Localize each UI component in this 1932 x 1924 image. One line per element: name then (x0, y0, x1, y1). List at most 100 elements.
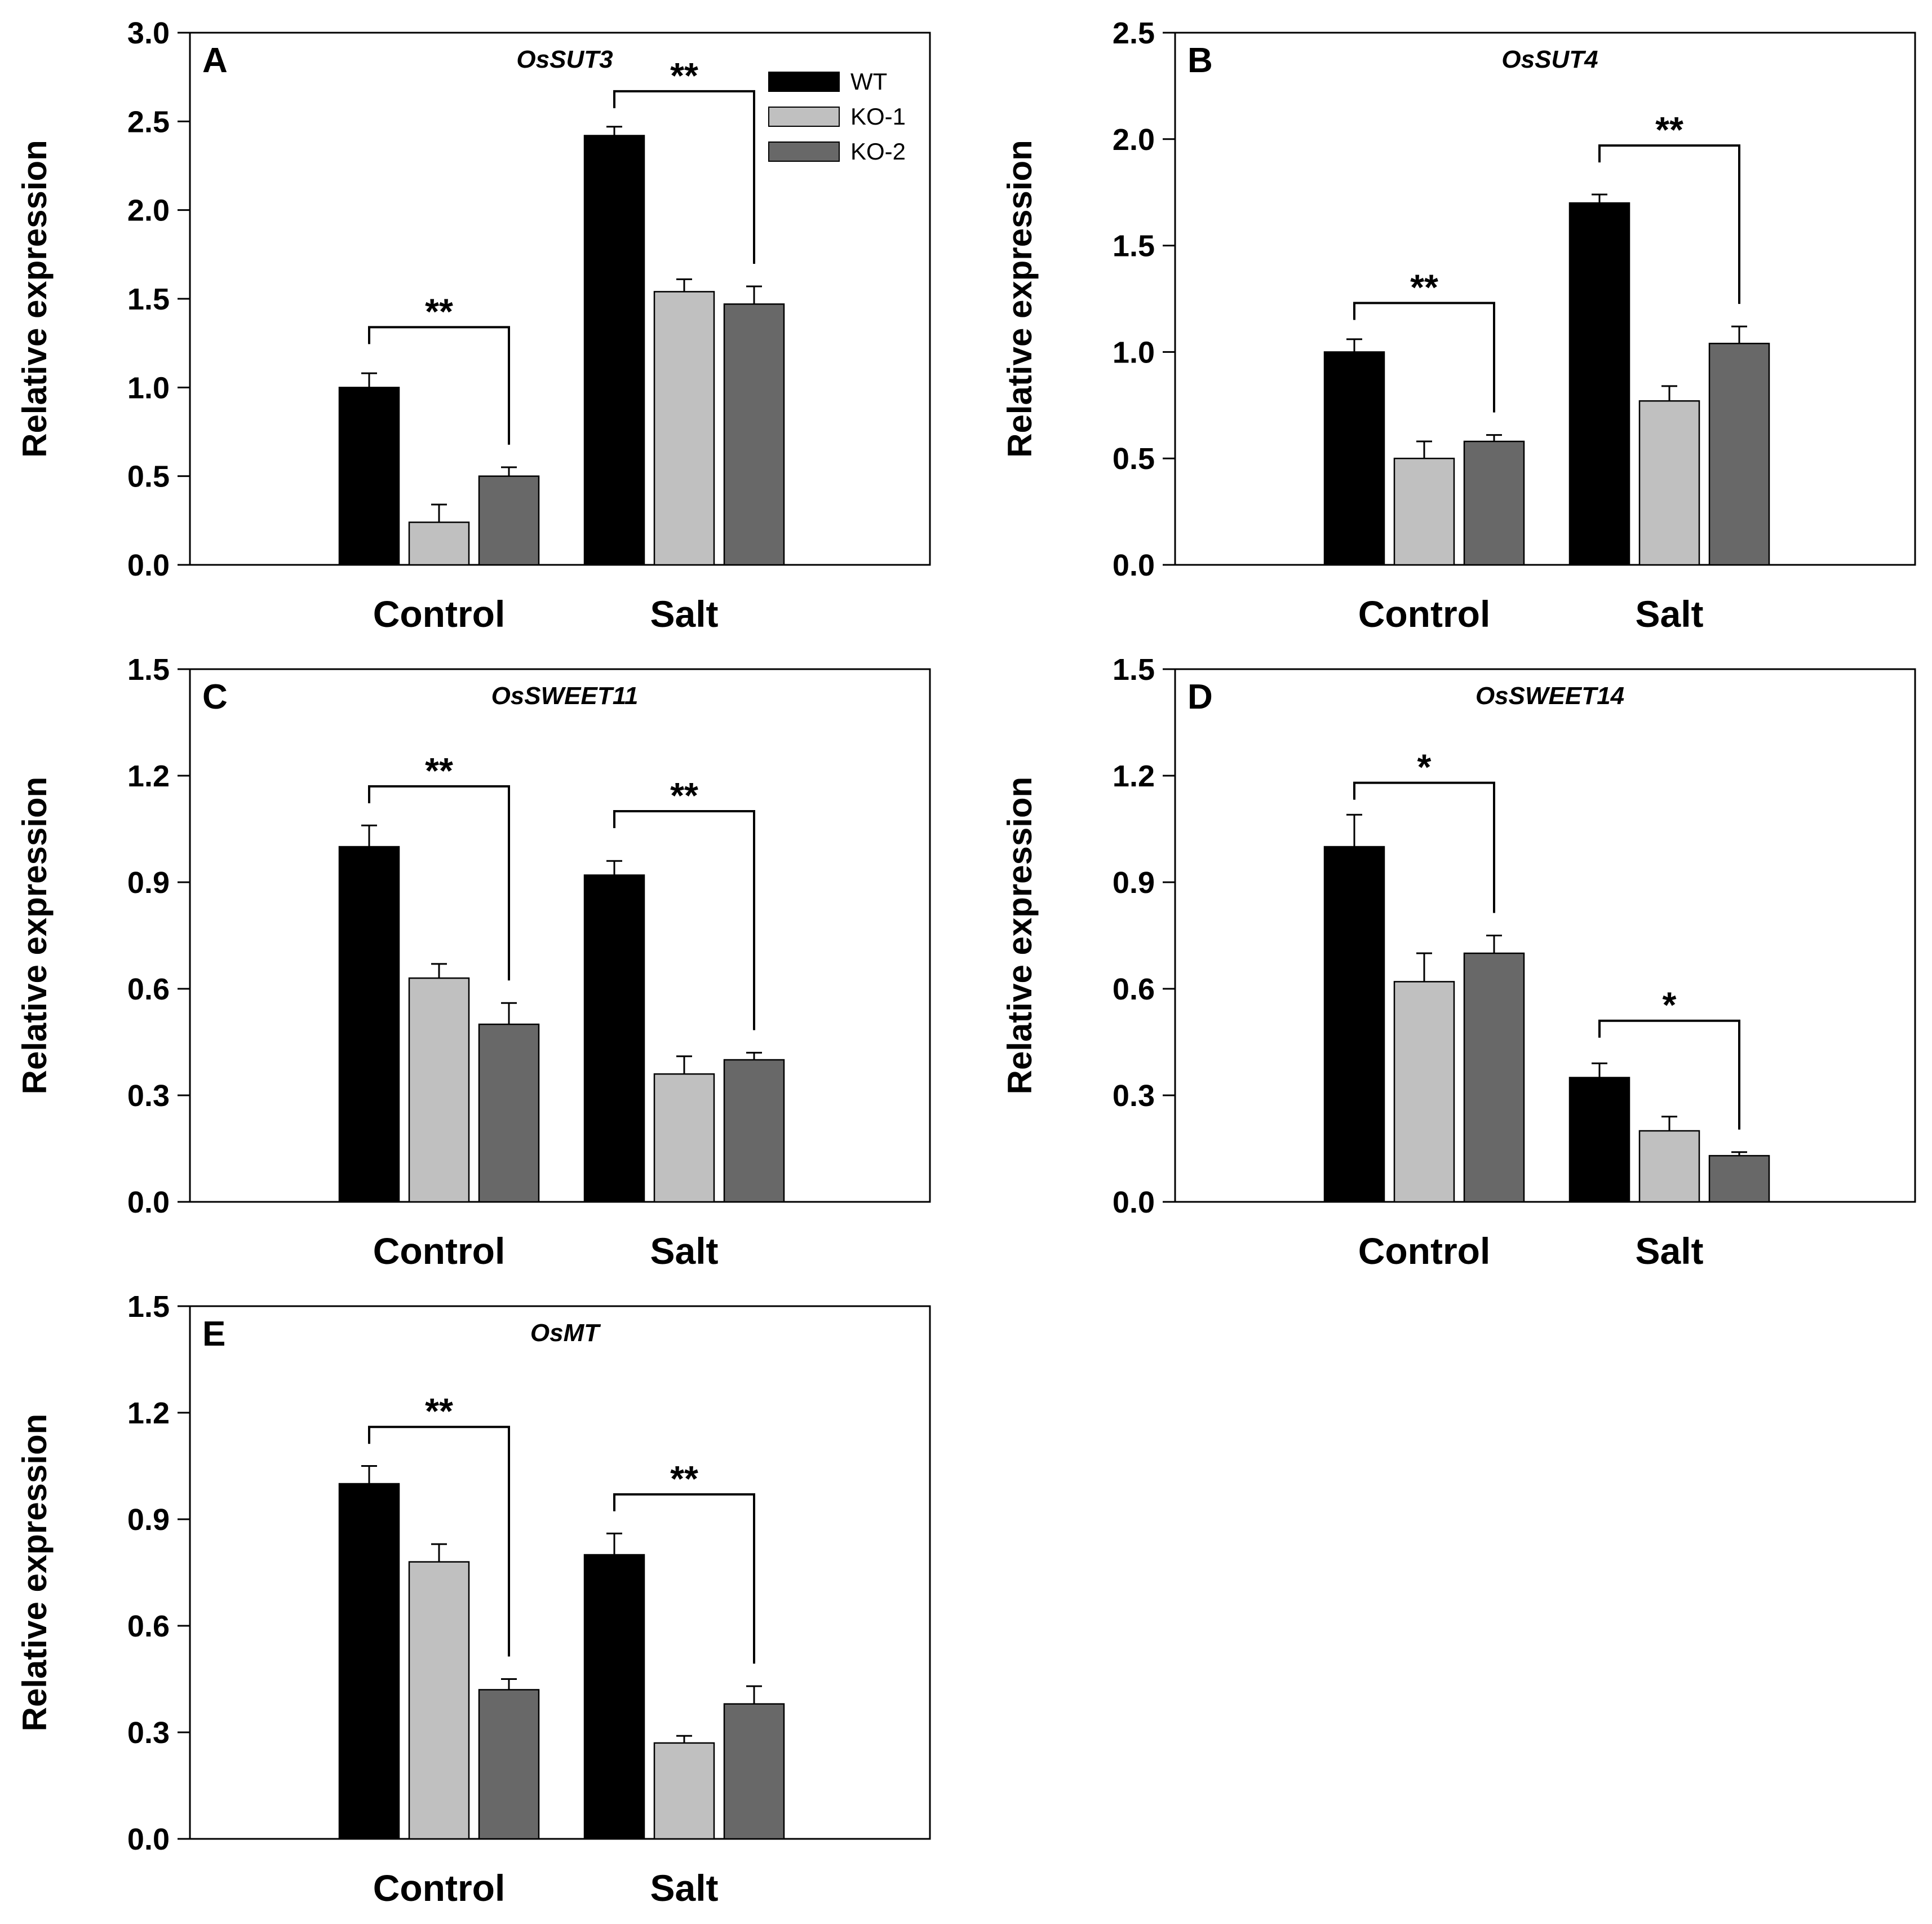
y-tick-label: 0.3 (127, 1079, 170, 1113)
gene-title: OsMT (530, 1319, 601, 1347)
y-tick-label: 0.9 (1113, 866, 1155, 900)
bar-ko-1-control (408, 521, 470, 566)
bar-ko-1-salt (653, 1073, 715, 1203)
bar-wt-salt (1568, 202, 1630, 566)
bar-ko-2-salt (723, 1703, 785, 1840)
bar-ko-2-salt (723, 1059, 785, 1203)
gene-title: OsSWEET11 (491, 682, 639, 710)
bar-ko-1-control (408, 1561, 470, 1840)
y-tick-label: 0.0 (127, 1186, 170, 1219)
bar-wt-salt (1568, 1077, 1630, 1203)
y-tick-label: 0.0 (127, 549, 170, 582)
significance-bracket (1353, 781, 1495, 913)
y-tick-label: 1.2 (1113, 759, 1155, 793)
bar-wt-salt (583, 874, 645, 1203)
legend: WT KO-1 KO-2 (768, 68, 906, 165)
panel-c: 0.0 0.3 0.6 0.9 1.2 1.5 Relative expression C Os… (16, 653, 931, 1272)
bar-ko-2-control (1463, 952, 1525, 1203)
legend-label: WT (850, 68, 887, 95)
plot-frame (189, 668, 931, 1203)
significance-bracket (613, 1493, 755, 1664)
bar-ko-1-salt (1638, 1130, 1700, 1203)
bar-ko-1-salt (1638, 400, 1700, 566)
bar-ko-1-control (1393, 981, 1455, 1203)
panel-letter: C (202, 678, 228, 716)
legend-swatch-ko-1 (768, 107, 840, 127)
significance-label: * (1417, 747, 1432, 788)
y-tick-label: 0.6 (127, 1609, 170, 1643)
y-tick-label: 0.9 (127, 1503, 170, 1537)
panel-letter: A (202, 41, 228, 80)
y-tick-label: 0.6 (1113, 972, 1155, 1006)
y-tick-label: 1.5 (127, 1290, 170, 1324)
panel-b: 0.0 0.5 1.0 1.5 2.0 2.5 Relative expression B Os… (1001, 16, 1916, 635)
panel-letter: B (1187, 41, 1213, 80)
y-axis-title: Relative expression (16, 1414, 54, 1732)
y-tick-label: 1.0 (127, 371, 170, 405)
y-tick-label: 0.5 (127, 460, 170, 494)
category-label: Salt (1635, 593, 1703, 635)
y-tick-label: 1.5 (127, 282, 170, 316)
category-label: Salt (650, 1230, 718, 1272)
significance-bracket (1598, 144, 1740, 304)
significance-bracket (368, 785, 510, 981)
significance-label: ** (425, 750, 453, 791)
bar-ko-2-control (1463, 440, 1525, 566)
category-label: Salt (650, 1867, 718, 1909)
bar-wt-control (1323, 351, 1385, 566)
y-tick-label: 3.0 (127, 16, 170, 50)
bar-ko-1-salt (653, 1742, 715, 1840)
y-axis-title: Relative expression (16, 140, 54, 458)
bar-wt-control (338, 846, 400, 1203)
y-tick-label: 2.5 (1113, 16, 1155, 50)
category-label: Control (373, 593, 506, 635)
panel-a: 0.0 0.5 1.0 1.5 2.0 2.5 3.0 Relative expression… (16, 16, 931, 635)
significance-label: ** (670, 55, 698, 96)
bar-ko-1-salt (653, 291, 715, 566)
bar-wt-control (1323, 846, 1385, 1203)
panel-e: 0.0 0.3 0.6 0.9 1.2 1.5 Relative expression E Os… (16, 1290, 931, 1909)
significance-label: ** (670, 775, 698, 816)
plot-frame (189, 1305, 931, 1840)
bar-ko-2-control (478, 475, 540, 566)
bar-ko-1-control (1393, 457, 1455, 566)
bar-wt-salt (583, 1554, 645, 1840)
y-tick-label: 1.5 (127, 653, 170, 687)
y-tick-label: 0.0 (1113, 549, 1155, 582)
category-label: Control (373, 1867, 506, 1909)
y-tick-label: 0.3 (1113, 1079, 1155, 1113)
y-tick-label: 0.6 (127, 972, 170, 1006)
legend-swatch-ko-2 (768, 141, 840, 162)
y-tick-label: 2.0 (1113, 123, 1155, 157)
significance-label: ** (670, 1458, 698, 1499)
bar-wt-control (338, 1483, 400, 1840)
significance-label: ** (425, 291, 453, 331)
legend-label: KO-1 (850, 103, 906, 130)
category-label: Control (1358, 1230, 1491, 1272)
y-tick-label: 1.5 (1113, 229, 1155, 263)
y-tick-label: 1.2 (127, 759, 170, 793)
bar-ko-2-salt (1708, 343, 1770, 566)
significance-label: * (1663, 985, 1677, 1025)
y-tick-label: 2.0 (127, 194, 170, 228)
y-tick-label: 2.5 (127, 105, 170, 139)
bar-ko-2-control (478, 1689, 540, 1840)
y-tick-label: 1.2 (127, 1396, 170, 1430)
category-label: Control (1358, 593, 1491, 635)
significance-label: ** (1655, 109, 1683, 150)
significance-bracket (1353, 302, 1495, 413)
gene-title: OsSUT3 (516, 46, 613, 73)
bar-ko-2-control (478, 1023, 540, 1203)
y-axis-title: Relative expression (1001, 140, 1039, 458)
bar-ko-1-control (408, 977, 470, 1203)
y-axis-title: Relative expression (16, 777, 54, 1095)
significance-bracket (1598, 1019, 1740, 1130)
panel-d: 0.0 0.3 0.6 0.9 1.2 1.5 Relative expression D Os… (1001, 653, 1916, 1272)
significance-label: ** (425, 1391, 453, 1431)
category-label: Salt (1635, 1230, 1703, 1272)
bar-ko-2-salt (723, 303, 785, 566)
significance-label: ** (1410, 267, 1438, 308)
category-label: Control (373, 1230, 506, 1272)
y-tick-label: 0.5 (1113, 442, 1155, 476)
